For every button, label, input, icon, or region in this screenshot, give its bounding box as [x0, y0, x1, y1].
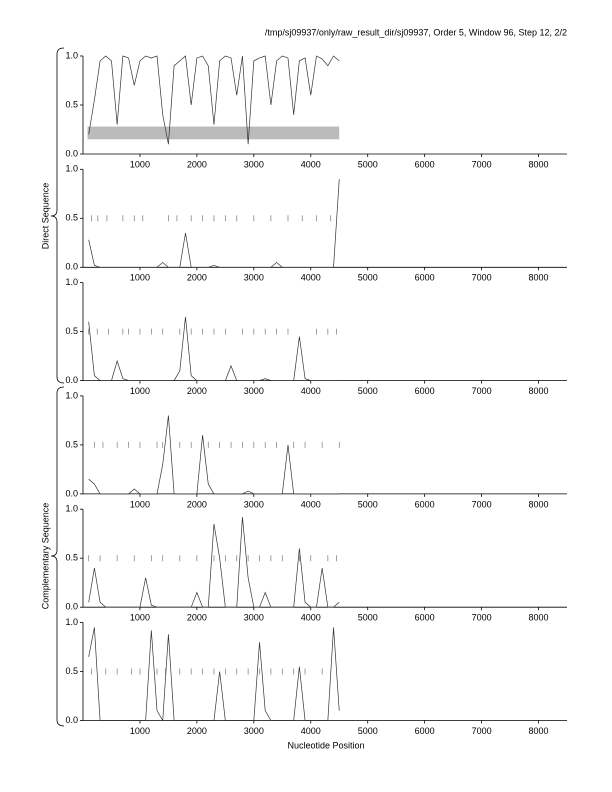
brace	[50, 47, 65, 384]
x-tick-label: 7000	[472, 159, 492, 169]
x-tick-label: 5000	[358, 499, 378, 509]
x-tick-label: 4000	[301, 386, 321, 396]
x-tick-label: 5000	[358, 613, 378, 623]
x-tick-label: 1000	[130, 726, 150, 736]
x-tick-label: 1000	[130, 159, 150, 169]
x-tick-label: 4000	[301, 499, 321, 509]
data-line	[88, 517, 340, 608]
data-line	[88, 415, 340, 495]
x-tick-label: 3000	[244, 499, 264, 509]
x-tick-label: 6000	[415, 726, 435, 736]
x-tick-label: 2000	[187, 726, 207, 736]
chart-title: /tmp/sj09937/only/raw_result_dir/sj09937…	[265, 27, 567, 37]
x-tick-label: 7000	[472, 726, 492, 736]
x-tick-label: 4000	[301, 726, 321, 736]
y-tick-label: 1.0	[65, 50, 78, 60]
x-tick-label: 5000	[358, 726, 378, 736]
data-line	[88, 179, 340, 268]
x-tick-label: 1000	[130, 613, 150, 623]
y-tick-label: 1.0	[65, 390, 78, 400]
y-tick-label: 0.5	[65, 213, 78, 223]
axis-line	[82, 282, 567, 381]
data-line	[88, 316, 340, 381]
x-tick-label: 6000	[415, 273, 435, 283]
x-tick-label: 2000	[187, 499, 207, 509]
axis-line	[82, 622, 567, 721]
x-tick-label: 8000	[529, 726, 549, 736]
data-line	[88, 55, 340, 145]
y-group-label: Direct Sequence	[40, 183, 50, 250]
x-tick-label: 6000	[415, 613, 435, 623]
x-tick-label: 3000	[244, 273, 264, 283]
x-tick-label: 8000	[529, 159, 549, 169]
axis-line	[82, 509, 567, 608]
y-tick-label: 0.5	[65, 666, 78, 676]
x-tick-label: 8000	[529, 386, 549, 396]
data-line	[88, 627, 340, 722]
x-tick-label: 5000	[358, 159, 378, 169]
region	[87, 126, 340, 140]
x-tick-label: 4000	[301, 159, 321, 169]
y-tick-label: 0.5	[65, 99, 78, 109]
x-tick-label: 6000	[415, 159, 435, 169]
y-tick-label: 0.0	[65, 148, 78, 158]
y-tick-label: 1.0	[65, 164, 78, 174]
y-tick-label: 0.0	[65, 262, 78, 272]
x-tick-label: 7000	[472, 499, 492, 509]
axis-line	[82, 395, 567, 495]
brace	[50, 386, 65, 727]
x-tick-label: 3000	[244, 726, 264, 736]
y-tick-label: 0.0	[65, 715, 78, 725]
y-tick-label: 1.0	[65, 617, 78, 627]
x-tick-label: 5000	[358, 273, 378, 283]
x-tick-label: 2000	[187, 159, 207, 169]
y-tick-label: 0.5	[65, 439, 78, 449]
y-group-label: Complementary Sequence	[40, 503, 50, 610]
x-tick-label: 2000	[187, 386, 207, 396]
x-tick-label: 2000	[187, 273, 207, 283]
x-tick-label: 7000	[472, 273, 492, 283]
x-tick-label: 1000	[130, 386, 150, 396]
x-tick-label: 8000	[529, 613, 549, 623]
x-tick-label: 7000	[472, 386, 492, 396]
x-axis-label: Nucleotide Position	[287, 740, 364, 750]
x-tick-label: 3000	[244, 613, 264, 623]
y-tick-label: 0.5	[65, 326, 78, 336]
x-tick-label: 1000	[130, 273, 150, 283]
y-tick-label: 1.0	[65, 277, 78, 287]
axis-line	[82, 169, 567, 268]
x-tick-label: 4000	[301, 613, 321, 623]
x-tick-label: 8000	[529, 273, 549, 283]
x-tick-label: 6000	[415, 499, 435, 509]
y-tick-label: 1.0	[65, 504, 78, 514]
x-tick-label: 3000	[244, 386, 264, 396]
x-tick-label: 2000	[187, 613, 207, 623]
y-tick-label: 0.5	[65, 553, 78, 563]
x-tick-label: 5000	[358, 386, 378, 396]
x-tick-label: 8000	[529, 499, 549, 509]
y-tick-label: 0.0	[65, 375, 78, 385]
x-tick-label: 4000	[301, 273, 321, 283]
x-tick-label: 1000	[130, 499, 150, 509]
y-tick-label: 0.0	[65, 488, 78, 498]
x-tick-label: 6000	[415, 386, 435, 396]
y-tick-label: 0.0	[65, 602, 78, 612]
x-tick-label: 7000	[472, 613, 492, 623]
x-tick-label: 3000	[244, 159, 264, 169]
